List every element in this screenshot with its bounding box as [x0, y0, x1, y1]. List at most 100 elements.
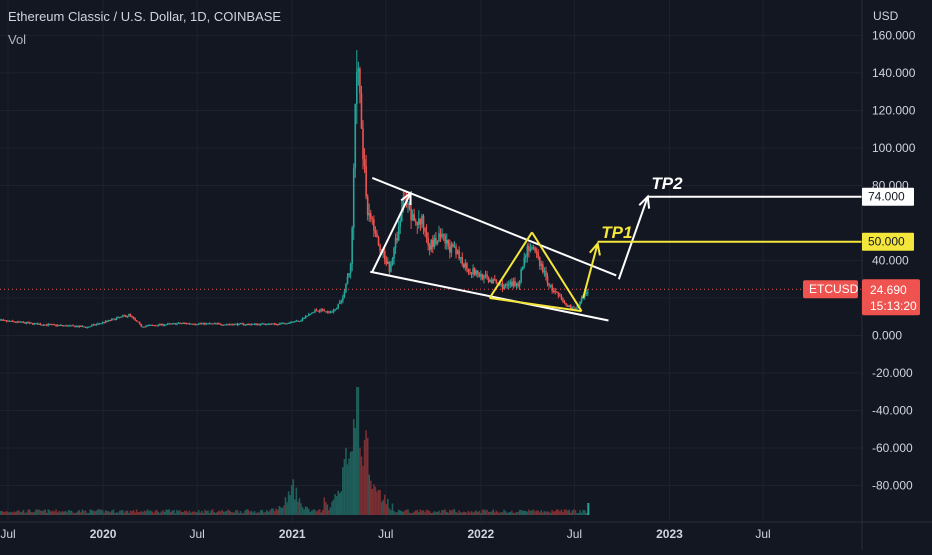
- volume-bar: [497, 511, 499, 515]
- volume-bar: [219, 511, 222, 515]
- candle-body: [98, 323, 101, 325]
- yellow-base: [489, 297, 582, 313]
- candle-body: [207, 323, 209, 325]
- volume-bar: [535, 510, 538, 515]
- candle-body: [258, 324, 260, 326]
- yellow-peak-left: [488, 231, 533, 299]
- volume-bar: [205, 511, 208, 515]
- volume-bar: [416, 510, 419, 515]
- candle-body: [200, 323, 203, 325]
- candle-body: [58, 325, 60, 327]
- candle-body: [579, 301, 581, 306]
- volume-bar: [325, 501, 327, 515]
- candle-body: [323, 310, 326, 312]
- candle-body: [546, 276, 549, 284]
- candle-body: [255, 323, 257, 325]
- volume-bar: [210, 510, 212, 515]
- volume-bar: [10, 511, 12, 515]
- volume-bar: [414, 510, 417, 515]
- candle-body: [351, 227, 353, 264]
- volume-bar: [511, 510, 513, 515]
- volume-bar: [83, 510, 85, 515]
- candle-body: [53, 324, 56, 326]
- volume-bar: [228, 510, 231, 515]
- volume-bar: [498, 513, 501, 515]
- candle-body: [326, 311, 329, 313]
- volume-bar: [356, 387, 358, 515]
- candle-body: [0, 319, 2, 321]
- volume-bar: [231, 512, 234, 515]
- candle-body: [266, 323, 268, 326]
- volume-bar: [418, 512, 420, 515]
- volume-indicator-label[interactable]: Vol: [8, 32, 27, 47]
- volume-bar: [41, 510, 43, 515]
- volume-bar: [571, 510, 574, 515]
- volume-bar: [190, 512, 192, 515]
- candle-body: [225, 324, 228, 326]
- candle-body: [472, 268, 474, 275]
- volume-bar: [408, 512, 411, 515]
- volume-bar: [297, 501, 299, 515]
- volume-bar: [300, 503, 302, 515]
- volume-bar: [495, 510, 498, 515]
- price-tick-label: -80.000: [872, 479, 913, 493]
- candle-body: [354, 103, 357, 169]
- candle-body: [366, 196, 369, 216]
- candle-body: [204, 322, 206, 325]
- candle-body: [455, 246, 457, 255]
- volume-bar: [115, 512, 118, 515]
- candle-body: [436, 241, 439, 244]
- price-tick-label: 40.000: [872, 253, 909, 267]
- volume-bar: [520, 509, 522, 515]
- volume-bar: [230, 511, 233, 515]
- candle-body: [252, 323, 254, 325]
- volume-bar: [128, 512, 130, 515]
- candle-body: [28, 322, 31, 324]
- candle-body: [371, 218, 374, 220]
- candle-body: [67, 325, 70, 327]
- volume-bar: [87, 513, 90, 515]
- volume-bar: [81, 509, 84, 515]
- volume-bar: [137, 512, 140, 515]
- candle-body: [135, 320, 138, 322]
- volume-bar: [371, 488, 374, 515]
- candle-body: [16, 321, 19, 323]
- volume-bar: [351, 451, 353, 515]
- volume-bar: [123, 512, 126, 515]
- volume-bar: [528, 509, 530, 515]
- candle-body: [573, 307, 575, 309]
- candle-body: [487, 277, 490, 282]
- candle-body: [489, 280, 491, 282]
- candle-body: [345, 284, 347, 292]
- volume-bar: [176, 509, 178, 515]
- candle-body: [439, 233, 442, 238]
- drawing-layer: [0, 177, 862, 322]
- volume-bar: [95, 510, 98, 515]
- volume-bar: [239, 511, 242, 515]
- candle-body: [61, 324, 64, 326]
- currency-label: USD: [873, 9, 899, 23]
- volume-bar: [427, 510, 429, 515]
- volume-bar: [187, 512, 189, 515]
- candle-body: [188, 323, 191, 325]
- candle-body: [35, 323, 37, 325]
- candle-body: [528, 246, 530, 251]
- candle-body: [249, 324, 251, 326]
- candle-body: [506, 284, 508, 286]
- candle-body: [72, 325, 74, 327]
- volume-bar: [379, 489, 381, 515]
- candle-body: [329, 312, 332, 314]
- candle-body: [442, 234, 445, 236]
- volume-bar: [174, 512, 177, 515]
- candle-body: [280, 323, 282, 325]
- volume-bar: [552, 511, 555, 515]
- volume-bar: [521, 510, 524, 515]
- candle-body: [399, 220, 402, 227]
- candle-body: [418, 218, 420, 226]
- candle-body: [250, 324, 253, 326]
- candle-body: [134, 318, 136, 321]
- volume-bar: [458, 510, 460, 515]
- candle-body: [518, 281, 521, 287]
